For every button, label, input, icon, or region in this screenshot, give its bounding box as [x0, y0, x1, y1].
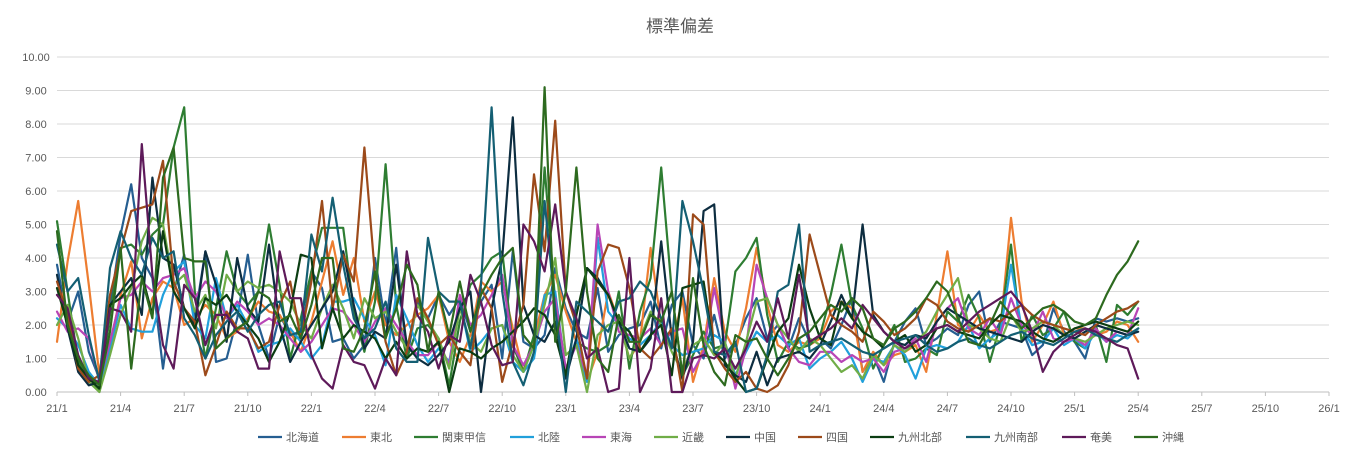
x-tick-label: 24/10: [997, 403, 1025, 415]
x-tick-label: 21/4: [110, 403, 131, 415]
y-tick-label: 3.00: [25, 287, 46, 299]
y-tick-label: 7.00: [25, 153, 46, 165]
legend-label: 奄美: [1090, 430, 1112, 444]
legend-label: 北海道: [286, 430, 319, 444]
legend-label: 四国: [826, 431, 848, 444]
legend-label: 沖縄: [1162, 430, 1184, 444]
x-tick-label: 21/7: [173, 403, 194, 415]
series-lines: [55, 86, 1140, 394]
x-tick-label: 23/1: [555, 403, 576, 415]
y-tick-label: 0.00: [25, 387, 46, 399]
legend-item: 九州南部: [966, 430, 1038, 444]
x-tick-label: 21/10: [234, 403, 262, 415]
chart-title: 標準偏差: [646, 17, 714, 37]
x-tick-label: 25/4: [1127, 403, 1148, 415]
legend-label: 九州南部: [994, 430, 1038, 444]
legend-item: 東北: [342, 431, 392, 444]
y-tick-label: 8.00: [25, 119, 46, 131]
x-tick-label: 22/7: [428, 403, 449, 415]
series-line-近畿: [55, 216, 1140, 394]
x-tick-label: 26/1: [1318, 403, 1339, 415]
series-line-東海: [55, 223, 1140, 390]
legend-label: 中国: [754, 431, 776, 444]
y-tick-label: 6.00: [25, 186, 46, 198]
series-line-沖縄: [55, 86, 1140, 387]
x-tick-label: 24/1: [809, 403, 830, 415]
legend-item: 九州北部: [870, 430, 942, 444]
y-tick-label: 1.00: [25, 354, 46, 366]
y-tick-label: 5.00: [25, 220, 46, 232]
y-tick-label: 10.00: [22, 52, 50, 64]
legend-item: 北海道: [258, 430, 319, 444]
legend-label: 北陸: [538, 431, 560, 444]
legend-label: 九州北部: [898, 430, 942, 444]
legend-item: 沖縄: [1134, 430, 1184, 444]
legend-item: 奄美: [1062, 430, 1112, 444]
y-tick-label: 9.00: [25, 86, 46, 98]
x-tick-label: 25/1: [1064, 403, 1085, 415]
legend-item: 四国: [798, 431, 848, 444]
x-axis: 21/1 21/4 21/7 21/10 22/1 22/4 22/7 22/10 23/1 23…: [46, 392, 1340, 415]
x-tick-label: 22/4: [364, 403, 385, 415]
legend-item: 北陸: [510, 431, 560, 444]
y-axis: 0.00 1.00 2.00 3.00 4.00 5.00 6.00 7.00 8.00 9.00…: [22, 52, 50, 399]
x-tick-label: 24/4: [873, 403, 894, 415]
x-tick-label: 23/7: [682, 403, 703, 415]
legend-item: 東海: [582, 430, 632, 444]
x-tick-label: 22/10: [488, 403, 516, 415]
x-tick-label: 24/7: [937, 403, 958, 415]
legend-label: 近畿: [682, 430, 704, 444]
legend-label: 東北: [370, 431, 392, 444]
legend-label: 関東甲信: [442, 431, 486, 444]
x-tick-label: 25/7: [1191, 403, 1212, 415]
x-tick-label: 23/4: [619, 403, 640, 415]
series-line-九州南部: [55, 106, 1140, 394]
x-tick-label: 25/10: [1252, 403, 1280, 415]
x-tick-label: 22/1: [301, 403, 322, 415]
legend-item: 関東甲信: [414, 431, 486, 444]
y-tick-label: 2.00: [25, 320, 46, 332]
x-tick-label: 21/1: [46, 403, 67, 415]
legend: 北海道 東北 関東甲信 北陸 東海 近畿 中国 四国 九州北部 九州南部 奄美 沖縄: [258, 430, 1184, 444]
legend-item: 近畿: [654, 430, 704, 444]
x-tick-label: 23/10: [743, 403, 771, 415]
y-tick-label: 4.00: [25, 253, 46, 265]
series-line-奄美: [55, 143, 1140, 394]
legend-label: 東海: [610, 430, 632, 444]
series-line-北海道: [55, 183, 1140, 383]
legend-item: 中国: [726, 431, 776, 444]
